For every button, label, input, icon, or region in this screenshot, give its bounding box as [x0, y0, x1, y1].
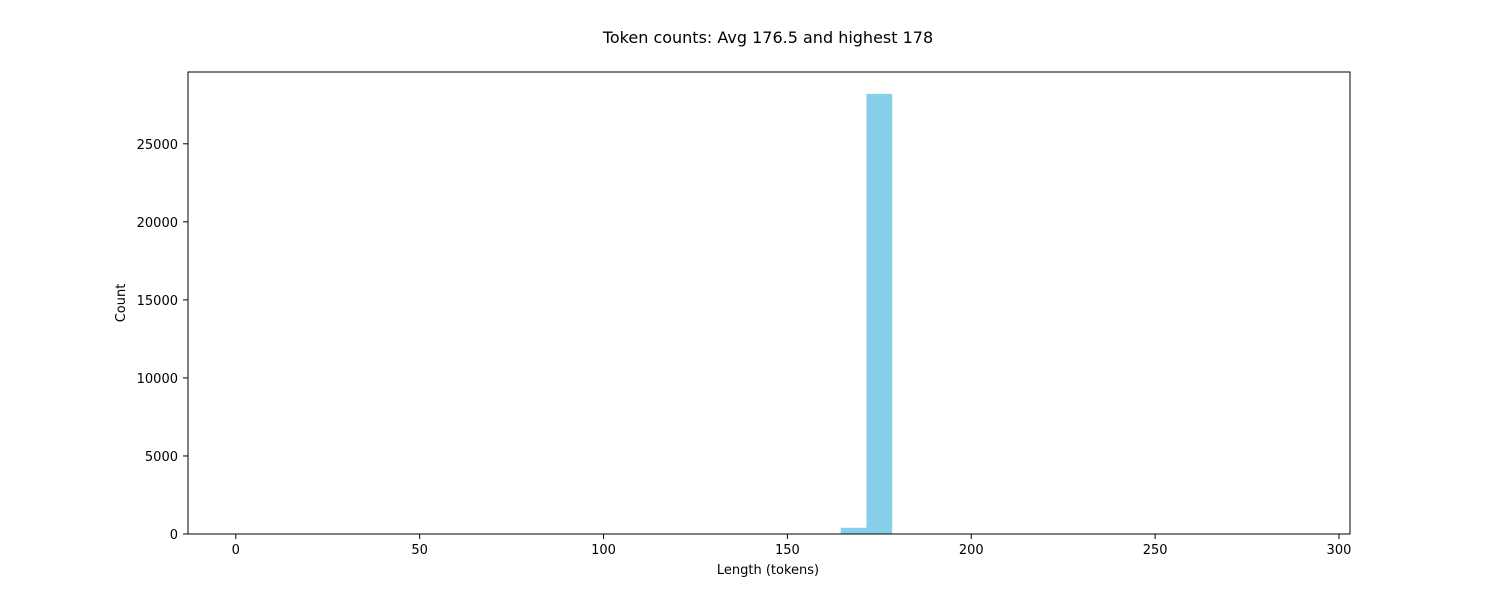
x-tick-label: 0 [232, 543, 240, 558]
x-tick-label: 100 [591, 543, 616, 558]
y-tick-label: 20000 [137, 216, 178, 231]
bar [840, 527, 867, 534]
y-tick-label: 10000 [137, 372, 178, 387]
x-tick-label: 50 [411, 543, 428, 558]
x-axis-ticks: 0 50 100 150 200 250 300 [232, 534, 1352, 558]
bar [866, 93, 893, 534]
y-axis-label: Count [114, 284, 129, 323]
y-tick-label: 25000 [137, 138, 178, 153]
x-tick-label: 200 [959, 543, 984, 558]
x-tick-label: 250 [1143, 543, 1168, 558]
chart-title: Token counts: Avg 176.5 and highest 178 [602, 28, 933, 47]
y-tick-label: 5000 [145, 450, 178, 465]
plot-frame [187, 71, 1351, 535]
x-axis-label: Length (tokens) [717, 563, 819, 578]
bars-group [840, 93, 893, 534]
y-axis-ticks: 0 5000 10000 15000 20000 25000 [137, 138, 188, 543]
y-tick-label: 15000 [137, 294, 178, 309]
x-tick-label: 150 [775, 543, 800, 558]
x-tick-label: 300 [1327, 543, 1352, 558]
y-tick-label: 0 [170, 528, 178, 543]
